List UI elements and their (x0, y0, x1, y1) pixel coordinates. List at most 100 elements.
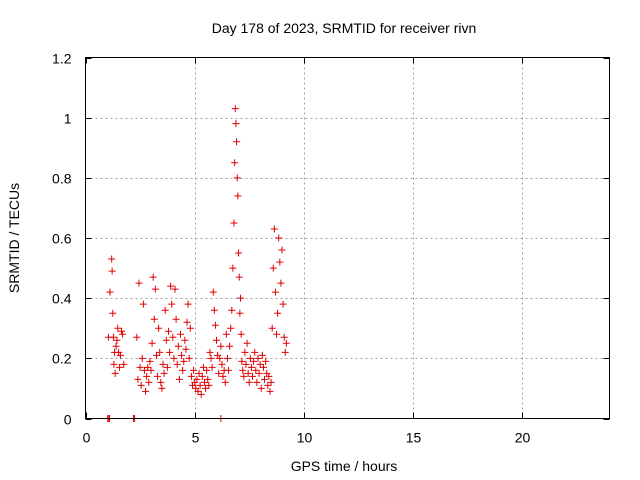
data-point (230, 219, 238, 227)
data-point (251, 348, 259, 356)
data-point (197, 390, 205, 398)
data-point (277, 279, 285, 287)
data-point (173, 360, 181, 368)
data-point (271, 288, 279, 296)
data-point (199, 363, 207, 371)
data-point (245, 378, 253, 386)
y-tick-label: 0 (64, 412, 72, 428)
data-point (198, 372, 206, 380)
data-point (164, 327, 172, 335)
data-point (242, 360, 250, 368)
data-point (252, 366, 260, 374)
data-point (193, 375, 201, 383)
data-point (170, 354, 178, 362)
data-point (118, 327, 126, 335)
data-point (227, 324, 235, 332)
data-point (217, 342, 225, 350)
data-point (276, 258, 284, 266)
data-point (112, 342, 120, 350)
data-point (149, 273, 157, 281)
data-point (194, 387, 202, 395)
grid-layer (85, 57, 610, 419)
data-point (110, 360, 118, 368)
data-point (182, 345, 190, 353)
data-point (146, 357, 154, 365)
data-point (239, 366, 247, 374)
data-point (140, 366, 148, 374)
x-tick-label: 20 (515, 430, 531, 446)
data-point (237, 330, 245, 338)
data-point (256, 360, 264, 368)
x-axis: 0 5 10 15 20 (83, 57, 531, 446)
data-point (257, 384, 265, 392)
data-point (183, 318, 191, 326)
data-point (163, 363, 171, 371)
data-point (109, 333, 117, 341)
data-point (216, 354, 224, 362)
data-point (154, 372, 162, 380)
data-point (114, 324, 122, 332)
data-point (261, 375, 269, 383)
data-point (157, 378, 165, 386)
data-point (195, 369, 203, 377)
data-point (159, 360, 167, 368)
data-point (206, 348, 214, 356)
data-point (106, 288, 114, 296)
data-point (262, 357, 270, 365)
data-point (213, 336, 220, 344)
data-point (210, 306, 218, 314)
data-point (229, 264, 237, 272)
data-point (184, 300, 192, 308)
data-point (161, 306, 169, 314)
data-point (238, 357, 246, 365)
data-point (278, 246, 286, 254)
y-tick-label: 0.6 (52, 231, 72, 247)
data-point (221, 378, 229, 386)
data-point (234, 192, 242, 200)
data-point (133, 333, 141, 341)
data-point (139, 300, 147, 308)
data-point (268, 324, 276, 332)
data-point (258, 351, 266, 359)
data-point (174, 342, 182, 350)
data-point (267, 378, 275, 386)
data-point (215, 369, 223, 377)
data-point (179, 366, 187, 374)
data-point (116, 351, 124, 359)
data-point (231, 159, 239, 167)
data-point (247, 363, 255, 371)
data-point (200, 378, 208, 386)
data-point (279, 300, 287, 308)
data-point (180, 357, 188, 365)
data-point (134, 375, 142, 383)
data-point (231, 105, 239, 113)
data-point (144, 363, 152, 371)
data-point (162, 336, 170, 344)
data-point (138, 354, 146, 362)
x-axis-label: GPS time / hours (291, 458, 398, 474)
data-point (202, 384, 210, 392)
y-axis: 0 0.2 0.4 0.6 0.8 1 1.2 (52, 51, 610, 428)
data-point (181, 336, 189, 344)
data-point (266, 387, 274, 395)
plot-frame (85, 57, 610, 419)
data-point (152, 351, 160, 359)
data-point (155, 324, 163, 332)
data-point (172, 315, 180, 323)
data-point (143, 372, 151, 380)
data-point (115, 348, 123, 356)
data-point (176, 330, 184, 338)
data-point (160, 369, 168, 377)
data-point (236, 309, 244, 317)
data-point (281, 348, 289, 356)
data-point (147, 366, 155, 374)
x-tick-label: 10 (297, 430, 313, 446)
data-point (237, 294, 245, 302)
data-point (205, 381, 213, 389)
data-point (270, 225, 278, 233)
data-point (171, 285, 179, 293)
data-point (274, 309, 282, 317)
data-point (235, 249, 243, 257)
data-point (113, 336, 121, 344)
